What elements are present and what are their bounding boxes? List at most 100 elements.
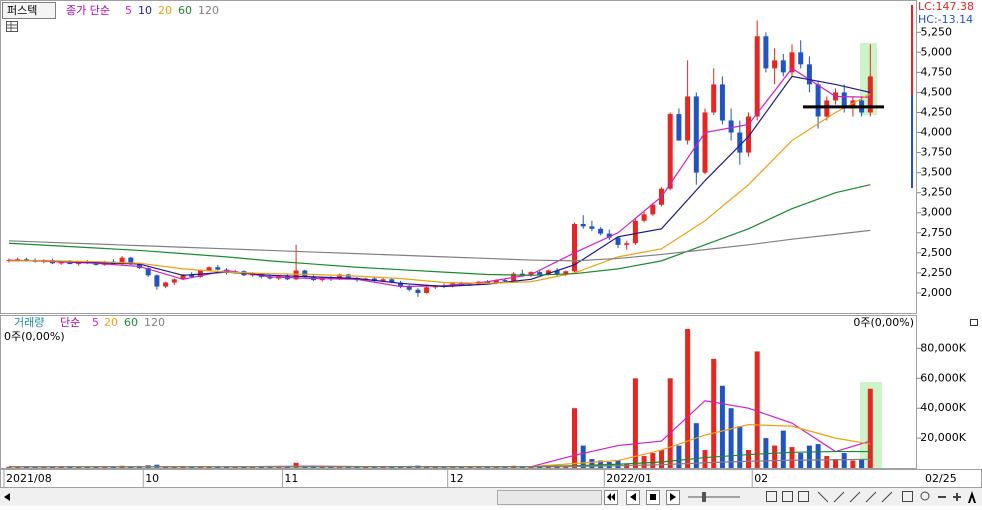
- candle-body: [545, 270, 551, 275]
- candle-body: [145, 268, 151, 276]
- x-tick-label: 11: [284, 472, 298, 485]
- y-tick-label: 80,000K: [920, 341, 966, 354]
- volume-bar: [867, 388, 873, 468]
- y-tick-label: 3,750: [921, 146, 953, 159]
- candle-body: [528, 272, 534, 276]
- candle-body: [119, 257, 125, 265]
- candle-body: [806, 64, 812, 85]
- volume-bar: [850, 460, 856, 468]
- btn-tool[interactable]: [798, 491, 809, 502]
- volume-bar: [589, 459, 595, 468]
- candle-body: [798, 52, 804, 65]
- btn-tool[interactable]: [902, 491, 913, 502]
- btn-font[interactable]: [968, 491, 976, 503]
- volume-bar: [685, 328, 691, 468]
- candle-body: [641, 214, 647, 221]
- candle-body: [606, 233, 612, 238]
- candle-body: [702, 112, 708, 173]
- stock-name[interactable]: 퍼스텍: [7, 4, 37, 17]
- volume-bar: [572, 408, 577, 468]
- legend-entry: 10: [138, 4, 152, 17]
- candle-body: [380, 279, 386, 281]
- candle-body: [23, 259, 29, 261]
- volume-bar: [780, 430, 786, 468]
- candle-body: [763, 36, 769, 69]
- y-tick-label: 40,000K: [920, 401, 966, 414]
- btn-tool[interactable]: [849, 491, 861, 503]
- candle-body: [667, 114, 673, 189]
- candle-body: [485, 281, 490, 284]
- legend-entry: 20: [158, 4, 172, 17]
- side-bar: [911, 5, 913, 95]
- moving-average: [9, 75, 871, 288]
- volume-bar: [824, 456, 830, 468]
- stock-button[interactable]: [2, 2, 56, 19]
- volume-bar: [641, 456, 647, 468]
- btn-search[interactable]: [920, 491, 930, 501]
- candle-body: [598, 228, 604, 234]
- btn-tool[interactable]: [833, 491, 845, 503]
- legend-entry: 5: [92, 316, 99, 329]
- candle-body: [754, 36, 760, 117]
- candle-body: [137, 263, 142, 269]
- candle-body: [615, 237, 621, 245]
- volume-bar: [754, 351, 760, 468]
- btn-tool[interactable]: [782, 491, 793, 502]
- candle-body: [432, 285, 438, 288]
- candle-body: [632, 220, 638, 244]
- volume-bar: [815, 444, 821, 468]
- candle-body: [415, 289, 421, 293]
- candle-body: [841, 92, 847, 109]
- candle-body: [537, 272, 543, 275]
- candle-body: [406, 286, 412, 290]
- candle-body: [302, 270, 308, 277]
- candle-body: [789, 52, 795, 73]
- volume-bar: [728, 408, 734, 468]
- candle-body: [189, 274, 195, 277]
- grid-icon[interactable]: [6, 21, 18, 32]
- volume-bar: [719, 385, 725, 468]
- candle-body: [676, 114, 682, 141]
- btn-tool[interactable]: [817, 491, 829, 503]
- candle-body: [502, 280, 508, 282]
- candle-body: [685, 96, 691, 141]
- y-tick-label: 2,750: [921, 226, 953, 239]
- candle-body: [493, 280, 499, 284]
- pane-button[interactable]: [970, 319, 978, 326]
- candle-body: [780, 60, 786, 73]
- toolbar: [0, 488, 982, 506]
- candle-body: [15, 259, 21, 261]
- x-tick-label: 02: [754, 472, 768, 485]
- candle-body: [693, 96, 699, 173]
- volume-pane: [0, 315, 917, 469]
- x-tick-label: 2021/08: [6, 472, 52, 485]
- moving-average: [8, 229, 871, 262]
- btn-tool[interactable]: [865, 491, 877, 503]
- current-date: 02/25: [925, 472, 957, 485]
- candle-body: [337, 274, 343, 280]
- volume-bar: [702, 450, 708, 468]
- candle-body: [624, 243, 630, 245]
- y-tick-label: 60,000K: [920, 371, 966, 384]
- toolbar-icons: [4, 490, 976, 505]
- volume-legend-subtitle: 단순: [60, 316, 80, 329]
- btn-tool[interactable]: [766, 491, 777, 502]
- volume-bar: [676, 445, 682, 468]
- scroll-left[interactable]: [4, 493, 10, 501]
- candle-body: [398, 282, 403, 287]
- x-tick-label: 10: [145, 472, 159, 485]
- candle-body: [128, 257, 134, 264]
- legend-entry: 120: [198, 4, 219, 17]
- candle-body: [163, 282, 169, 287]
- btn-tool[interactable]: [881, 491, 893, 503]
- volume-bar: [737, 426, 743, 468]
- candle-body: [815, 84, 821, 117]
- volume-bar: [806, 445, 812, 468]
- candle-body: [772, 60, 778, 69]
- y-tick-label: 4,250: [921, 105, 953, 118]
- volume-bar: [650, 453, 656, 468]
- moving-average: [9, 458, 871, 468]
- volume-bar: [580, 445, 586, 468]
- scrollbar[interactable]: [497, 490, 602, 505]
- volume-bar: [632, 378, 638, 468]
